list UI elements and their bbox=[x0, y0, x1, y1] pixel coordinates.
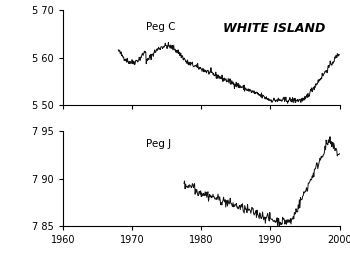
Text: Peg J: Peg J bbox=[146, 139, 171, 149]
Text: WHITE ISLAND: WHITE ISLAND bbox=[223, 22, 326, 35]
Text: Peg C: Peg C bbox=[146, 22, 175, 32]
